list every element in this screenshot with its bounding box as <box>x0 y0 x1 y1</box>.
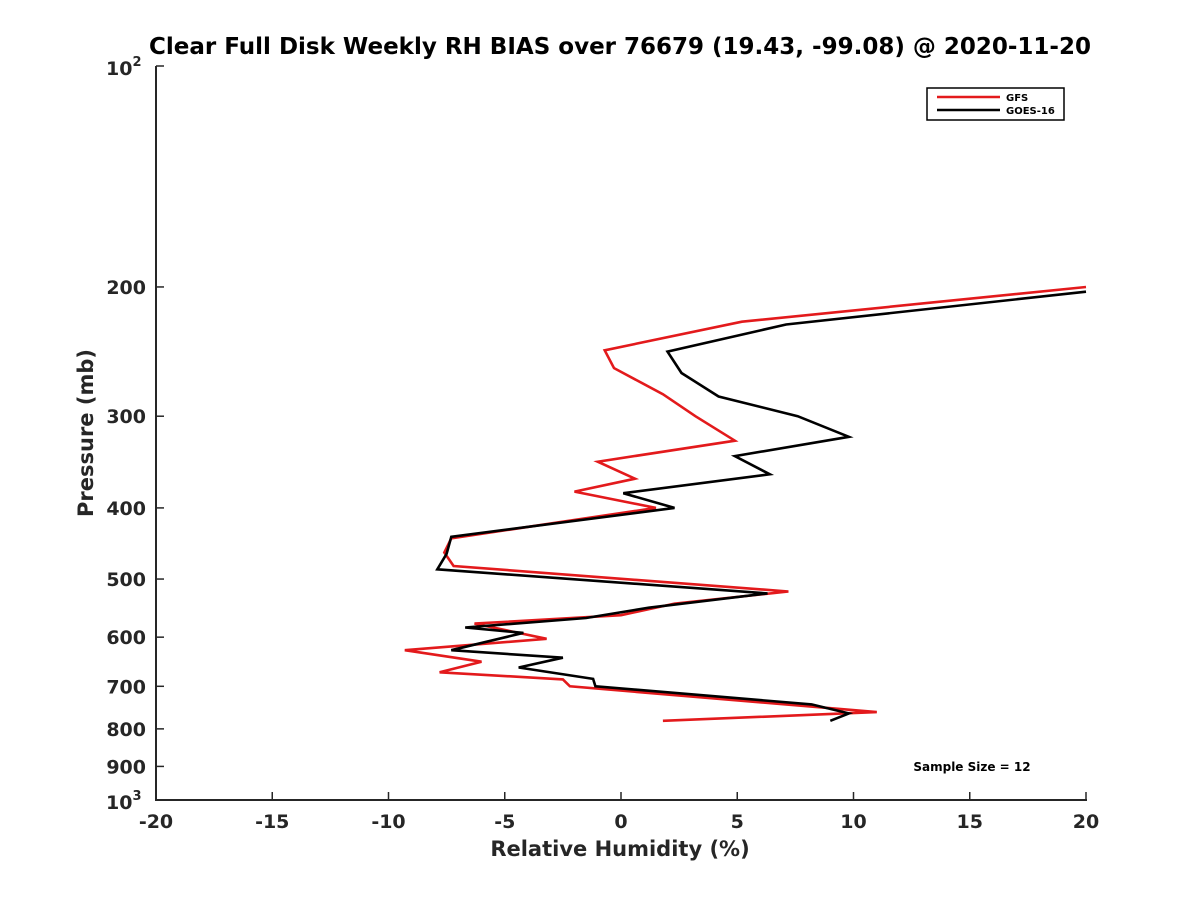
y-tick-label: 400 <box>106 498 146 520</box>
y-tick-label: 300 <box>106 406 146 428</box>
series-line-gfs <box>404 285 1087 723</box>
y-tick-label: 200 <box>106 277 146 299</box>
y-tick-exponent: 3 <box>132 789 141 804</box>
x-tick-label: 15 <box>957 811 983 833</box>
x-tick-label: -5 <box>494 811 515 833</box>
y-tick-base: 10 <box>106 792 132 814</box>
series-line-goes-16 <box>435 290 1087 723</box>
x-tick-label: 20 <box>1073 811 1099 833</box>
series-group <box>404 285 1087 723</box>
legend-label-gfs: GFS <box>1006 93 1028 104</box>
legend-label-goes-16: GOES-16 <box>1006 106 1055 117</box>
y-axis-label: Pressure (mb) <box>74 349 98 517</box>
y-tick-label: 800 <box>106 719 146 741</box>
x-tick-label: -10 <box>371 811 405 833</box>
y-tick-label: 600 <box>106 627 146 649</box>
x-ticks: -20 -15 -10 -5 0 5 10 15 20 <box>139 792 1099 833</box>
x-axis-label: Relative Humidity (%) <box>490 837 749 861</box>
y-tick-label: 700 <box>106 676 146 698</box>
x-tick-label: -15 <box>255 811 289 833</box>
x-tick-label: 10 <box>840 811 866 833</box>
y-tick-label: 900 <box>106 756 146 778</box>
x-tick-label: 5 <box>731 811 744 833</box>
y-tick-label: 500 <box>106 569 146 591</box>
y-tick-label: 102 <box>106 55 142 80</box>
y-tick-base: 10 <box>106 58 132 80</box>
y-tick-label: 103 <box>106 789 142 814</box>
legend-box <box>926 87 1065 121</box>
x-tick-label: 0 <box>614 811 627 833</box>
legend: GFS GOES-16 <box>926 87 1065 121</box>
y-tick-exponent: 2 <box>132 55 141 70</box>
chart-title: Clear Full Disk Weekly RH BIAS over 7667… <box>149 34 1091 60</box>
sample-size-annotation: Sample Size = 12 <box>913 760 1030 774</box>
x-tick-label: -20 <box>139 811 173 833</box>
